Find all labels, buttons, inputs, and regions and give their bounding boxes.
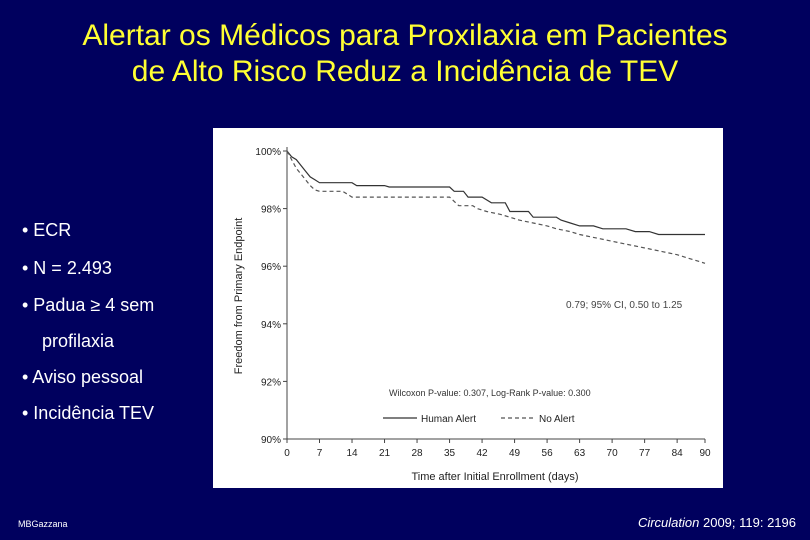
slide-title: Alertar os Médicos para Proxilaxia em Pa… <box>0 18 810 90</box>
series-line-human-alert <box>286 150 705 236</box>
series-line-no-alert <box>286 150 706 264</box>
x-tick-label: 7 <box>317 448 323 459</box>
y-tick-label: 92% <box>261 377 281 388</box>
pvalue-annotation: Wilcoxon P-value: 0.307, Log-Rank P-valu… <box>389 388 591 398</box>
x-tick-label: 63 <box>574 448 586 459</box>
x-tick-label: 35 <box>444 448 456 459</box>
x-tick-label: 42 <box>477 448 489 459</box>
x-tick-label: 14 <box>346 448 358 459</box>
x-tick-label: 49 <box>509 448 521 459</box>
chart-legend: Human Alert No Alert <box>383 414 575 425</box>
hazard-ratio-annotation: 0.79; 95% CI, 0.50 to 1.25 <box>566 300 683 311</box>
author-credit: MBGazzana <box>18 519 68 529</box>
citation-journal: Circulation <box>637 515 700 530</box>
x-tick-label: 84 <box>672 448 684 459</box>
series-lines <box>286 150 706 264</box>
citation-details: 2009; 119: 2196 <box>699 515 796 530</box>
bullet-item: • Incidência TEV <box>22 403 155 423</box>
x-tick-label: 90 <box>699 448 711 459</box>
bullet-item: • Padua ≥ 4 sem <box>22 295 155 315</box>
x-tick-label: 0 <box>284 448 290 459</box>
y-axis-label: Freedom from Primary Endpoint <box>233 218 245 375</box>
chart-panel: 90% 92% 94% 96% 98% 100% 0 7 14 21 28 35 42 49 56 63 70… <box>213 128 723 488</box>
legend-label-human-alert: Human Alert <box>421 414 476 425</box>
x-tick-label: 70 <box>607 448 619 459</box>
x-tick-label: 21 <box>379 448 391 459</box>
x-axis-ticks: 0 7 14 21 28 35 42 49 56 63 70 77 84 90 <box>284 439 711 459</box>
x-axis-label: Time after Initial Enrollment (days) <box>411 471 578 483</box>
survival-chart: 90% 92% 94% 96% 98% 100% 0 7 14 21 28 35 42 49 56 63 70… <box>233 147 711 483</box>
y-axis-ticks: 90% 92% 94% 96% 98% 100% <box>255 147 287 446</box>
y-tick-label: 98% <box>261 205 281 216</box>
x-tick-label: 28 <box>411 448 423 459</box>
x-tick-label: 77 <box>639 448 651 459</box>
y-tick-label: 96% <box>261 262 281 273</box>
slide-title-line-2: de Alto Risco Reduz a Incidência de TEV <box>131 55 679 88</box>
bullet-item: • ECR <box>22 220 72 240</box>
bullet-item: • Aviso pessoal <box>22 367 144 387</box>
chart-axes <box>286 147 705 440</box>
x-tick-label: 56 <box>542 448 554 459</box>
citation: Circulation 2009; 119: 2196 <box>638 515 796 530</box>
bullet-item-continuation: profilaxia <box>42 331 115 351</box>
y-tick-label: 94% <box>261 320 281 331</box>
y-tick-label: 100% <box>255 147 281 158</box>
legend-label-no-alert: No Alert <box>539 414 575 425</box>
bullet-item: • N = 2.493 <box>22 258 112 278</box>
slide-title-line-1: Alertar os Médicos para Proxilaxia em Pa… <box>82 19 728 52</box>
y-tick-label: 90% <box>261 435 281 446</box>
